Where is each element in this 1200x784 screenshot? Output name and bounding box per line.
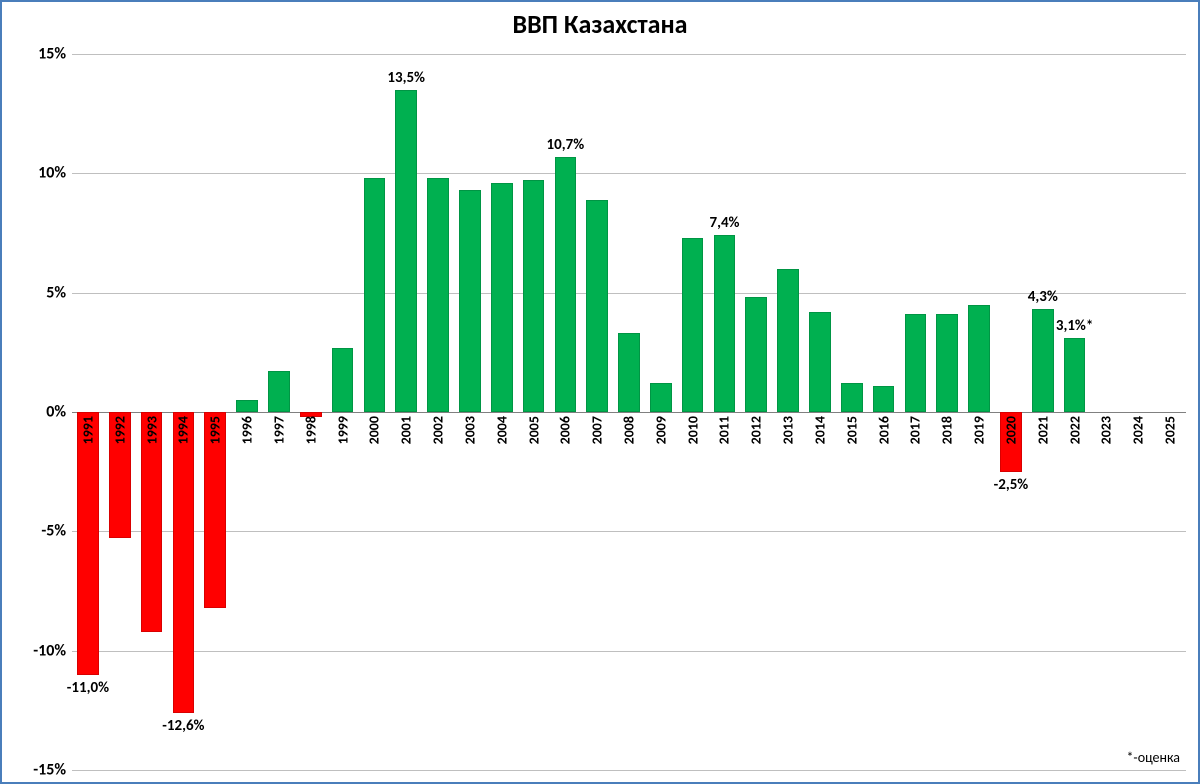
x-tick-label: 1997 xyxy=(270,416,287,444)
x-tick-label: 2009 xyxy=(652,416,669,444)
y-tick-label: -15% xyxy=(33,761,66,780)
bar xyxy=(618,333,640,412)
x-tick-label: 2023 xyxy=(1098,416,1115,444)
gridline xyxy=(72,770,1186,771)
bar xyxy=(873,386,895,412)
x-tick-label: 2015 xyxy=(843,416,860,444)
x-tick-label: 2007 xyxy=(589,416,606,444)
x-tick-label: 2014 xyxy=(811,416,828,444)
bar xyxy=(841,383,863,412)
bar xyxy=(714,235,736,412)
x-tick-label: 2011 xyxy=(716,416,733,444)
bar xyxy=(427,178,449,412)
data-label: -2,5% xyxy=(994,476,1029,494)
bar xyxy=(332,348,354,412)
bar xyxy=(173,412,195,713)
gridline xyxy=(72,531,1186,532)
gridline xyxy=(72,293,1186,294)
x-tick-label: 2008 xyxy=(621,416,638,444)
chart-frame: ВВП Казахстана -15% -10% -5% 0% 5% 10% 15% 1991… xyxy=(0,0,1200,784)
data-label: -12,6% xyxy=(162,717,204,735)
bar xyxy=(1032,309,1054,412)
x-tick-label: 2018 xyxy=(939,416,956,444)
bar xyxy=(650,383,672,412)
x-tick-label: 2022 xyxy=(1066,416,1083,444)
footnote: *-оценка xyxy=(1126,749,1180,766)
bar xyxy=(936,314,958,412)
x-tick-label: 1995 xyxy=(207,416,224,444)
x-tick-label: 2002 xyxy=(430,416,447,444)
x-tick-label: 2001 xyxy=(398,416,415,444)
y-tick-label: 15% xyxy=(38,45,66,64)
y-tick-label: 10% xyxy=(38,164,66,183)
x-tick-label: 1992 xyxy=(111,416,128,444)
data-label: 4,3% xyxy=(1028,288,1058,306)
bar xyxy=(968,305,990,412)
bar xyxy=(555,157,577,412)
x-tick-label: 2005 xyxy=(525,416,542,444)
x-tick-label: 2016 xyxy=(875,416,892,444)
bar xyxy=(745,297,767,412)
bar xyxy=(459,190,481,412)
x-tick-label: 2013 xyxy=(780,416,797,444)
bar xyxy=(1064,338,1086,412)
x-tick-label: 2010 xyxy=(684,416,701,444)
x-tick-label: 1996 xyxy=(239,416,256,444)
data-label: 13,5% xyxy=(387,69,425,87)
x-tick-label: 2024 xyxy=(1130,416,1147,444)
x-tick-label: 1991 xyxy=(79,416,96,444)
bar xyxy=(364,178,386,412)
data-label: -11,0% xyxy=(67,679,109,697)
chart-title: ВВП Казахстана xyxy=(2,8,1198,40)
data-label: 7,4% xyxy=(709,214,739,232)
bar xyxy=(523,180,545,412)
x-tick-label: 2019 xyxy=(971,416,988,444)
x-tick-label: 2025 xyxy=(1162,416,1179,444)
data-label: 3,1%* xyxy=(1056,317,1093,335)
x-tick-label: 2000 xyxy=(366,416,383,444)
x-tick-label: 2006 xyxy=(557,416,574,444)
x-tick-label: 1999 xyxy=(334,416,351,444)
y-tick-label: 0% xyxy=(46,403,66,422)
x-tick-label: 2004 xyxy=(493,416,510,444)
gridline xyxy=(72,651,1186,652)
bar xyxy=(682,238,704,412)
bar xyxy=(268,371,290,412)
x-tick-label: 2017 xyxy=(907,416,924,444)
gridline xyxy=(72,54,1186,55)
x-tick-label: 2012 xyxy=(748,416,765,444)
bar xyxy=(586,200,608,412)
bar xyxy=(236,400,258,412)
x-tick-label: 1998 xyxy=(302,416,319,444)
x-tick-label: 2021 xyxy=(1034,416,1051,444)
x-tick-label: 1994 xyxy=(175,416,192,444)
bar xyxy=(141,412,163,632)
bar xyxy=(809,312,831,412)
bar xyxy=(395,90,417,412)
gridline xyxy=(72,173,1186,174)
bar xyxy=(777,269,799,412)
bar xyxy=(491,183,513,412)
bar xyxy=(77,412,99,675)
bar xyxy=(905,314,927,412)
x-tick-label: 2020 xyxy=(1002,416,1019,444)
plot-area: -15%-10%-5%0%5%10%15%1991-11,0%199219931… xyxy=(72,54,1186,770)
y-tick-label: -5% xyxy=(41,522,66,541)
y-tick-label: 5% xyxy=(46,283,66,302)
y-tick-label: -10% xyxy=(33,641,66,660)
data-label: 10,7% xyxy=(547,136,585,154)
x-tick-label: 1993 xyxy=(143,416,160,444)
x-tick-label: 2003 xyxy=(461,416,478,444)
